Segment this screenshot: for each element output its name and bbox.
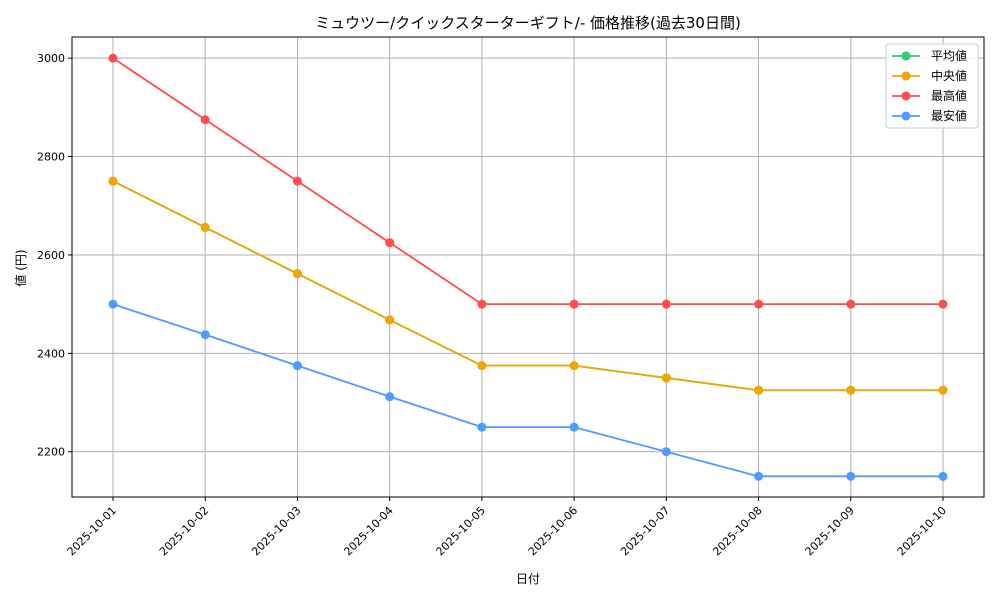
data-point bbox=[200, 115, 210, 125]
x-tick-label: 2025-10-05 bbox=[434, 504, 488, 558]
y-axis-label: 値 (円) bbox=[13, 249, 28, 286]
chart-title: ミュウツー/クイックスターターギフト/- 価格推移(過去30日間) bbox=[315, 14, 741, 32]
y-tick-label: 2600 bbox=[37, 249, 65, 262]
data-point bbox=[477, 361, 487, 371]
legend-marker bbox=[901, 91, 911, 101]
x-tick-label: 2025-10-02 bbox=[157, 504, 211, 558]
series-3 bbox=[108, 299, 948, 481]
data-point bbox=[477, 299, 487, 309]
data-point bbox=[661, 447, 671, 457]
plot-frame bbox=[71, 36, 985, 498]
data-point bbox=[292, 269, 302, 279]
data-point bbox=[292, 176, 302, 186]
data-point bbox=[846, 385, 856, 395]
data-point bbox=[108, 299, 118, 309]
legend-label: 最高値 bbox=[931, 88, 967, 103]
y-axis: 2200 2400 2600 2800 3000 bbox=[37, 52, 72, 459]
data-point bbox=[938, 471, 948, 481]
y-tick-label: 2400 bbox=[37, 347, 65, 360]
x-tick-label: 2025-10-09 bbox=[802, 504, 856, 558]
data-point bbox=[385, 238, 395, 248]
legend-marker bbox=[901, 51, 911, 61]
legend-label: 中央値 bbox=[931, 68, 967, 83]
data-point bbox=[200, 222, 210, 232]
legend-marker bbox=[901, 71, 911, 81]
series-1 bbox=[108, 176, 948, 395]
x-tick-label: 2025-10-10 bbox=[895, 504, 949, 558]
data-point bbox=[569, 361, 579, 371]
y-tick-label: 2200 bbox=[37, 446, 65, 459]
data-point bbox=[569, 422, 579, 432]
data-point bbox=[385, 392, 395, 402]
data-point bbox=[477, 422, 487, 432]
data-point bbox=[846, 471, 856, 481]
x-tick-label: 2025-10-03 bbox=[249, 504, 303, 558]
data-point bbox=[108, 53, 118, 63]
data-point bbox=[938, 299, 948, 309]
x-tick-label: 2025-10-01 bbox=[65, 504, 119, 558]
data-point bbox=[846, 299, 856, 309]
legend-frame bbox=[885, 43, 979, 129]
x-tick-label: 2025-10-07 bbox=[618, 504, 672, 558]
series-group bbox=[108, 53, 948, 481]
grid bbox=[72, 37, 984, 497]
x-axis: 2025-10-01 2025-10-02 2025-10-03 2025-10-04… bbox=[65, 497, 949, 558]
x-tick-label: 2025-10-08 bbox=[710, 504, 764, 558]
data-point bbox=[754, 385, 764, 395]
series-line bbox=[112, 180, 943, 392]
series-line bbox=[112, 180, 943, 392]
data-point bbox=[200, 330, 210, 340]
legend-marker bbox=[901, 111, 911, 121]
data-point bbox=[661, 373, 671, 383]
x-tick-label: 2025-10-04 bbox=[341, 504, 395, 558]
series-2 bbox=[108, 53, 948, 309]
data-point bbox=[108, 176, 118, 186]
data-point bbox=[569, 299, 579, 309]
y-tick-label: 3000 bbox=[37, 52, 65, 65]
legend-label: 平均値 bbox=[931, 48, 967, 63]
data-point bbox=[661, 299, 671, 309]
data-point bbox=[385, 315, 395, 325]
data-point bbox=[754, 299, 764, 309]
series-0 bbox=[108, 176, 948, 395]
x-tick-label: 2025-10-06 bbox=[526, 504, 580, 558]
series-line bbox=[112, 57, 943, 306]
y-tick-label: 2800 bbox=[37, 151, 65, 164]
legend-label: 最安値 bbox=[931, 108, 967, 123]
data-point bbox=[292, 361, 302, 371]
data-point bbox=[938, 385, 948, 395]
data-point bbox=[754, 471, 764, 481]
x-axis-label: 日付 bbox=[516, 572, 540, 586]
series-line bbox=[112, 303, 943, 478]
